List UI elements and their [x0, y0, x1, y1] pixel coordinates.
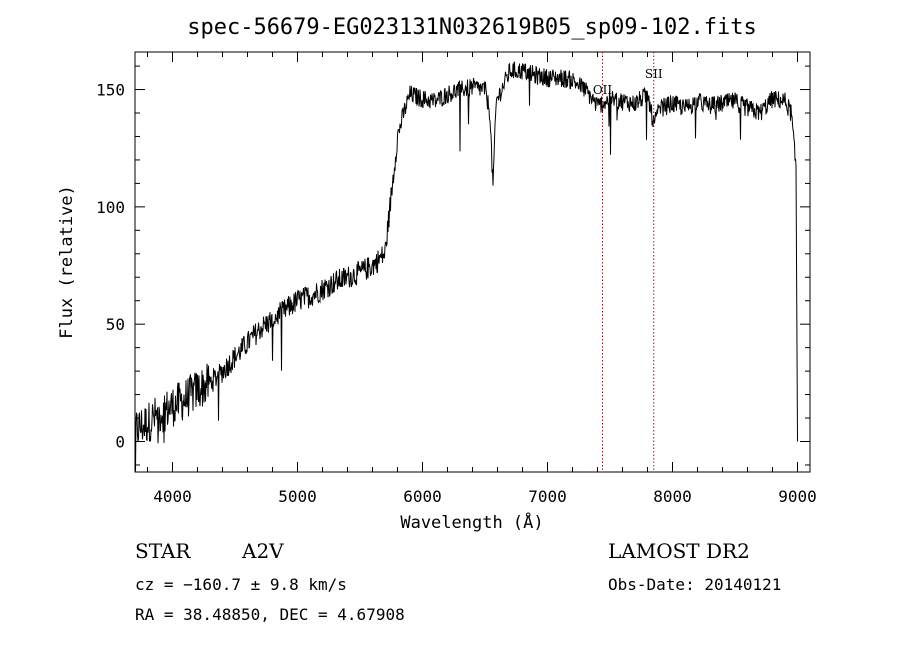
spectrum-line [134, 61, 798, 472]
plot-frame [134, 51, 811, 473]
x-tick-label: 5000 [278, 487, 317, 506]
survey-name: LAMOST DR2 [608, 539, 750, 563]
line-marker-label: OII [593, 83, 613, 97]
x-axis-label: Wavelength (Å) [400, 511, 543, 533]
y-axis-label: Flux (relative) [57, 185, 77, 339]
y-tick-label: 100 [96, 198, 125, 217]
x-tick-label: 4000 [153, 487, 192, 506]
series-layer [134, 61, 798, 472]
y-axis: 0 50 100 150 [96, 65, 810, 466]
coordinates: RA = 38.48850, DEC = 4.67908 [135, 605, 405, 624]
line-markers: OII SII [593, 52, 663, 472]
object-subclass: A2V [241, 539, 284, 563]
y-tick-label: 150 [96, 81, 125, 100]
x-tick-label: 6000 [403, 487, 442, 506]
obs-date: Obs-Date: 20140121 [608, 575, 781, 594]
redshift-readout: cz = −160.7 ± 9.8 km/s [135, 575, 347, 594]
y-tick-label: 0 [115, 432, 125, 451]
x-tick-label: 9000 [778, 487, 817, 506]
object-class: STAR [135, 539, 191, 563]
plot-area [134, 51, 811, 473]
chart-title: spec-56679-EG023131N032619B05_sp09-102.f… [187, 15, 757, 40]
line-marker-label: SII [645, 67, 663, 81]
y-tick-label: 50 [106, 315, 125, 334]
x-tick-label: 8000 [653, 487, 692, 506]
x-axis: 4000 5000 6000 7000 8000 9000 [147, 52, 817, 506]
x-tick-label: 7000 [528, 487, 567, 506]
